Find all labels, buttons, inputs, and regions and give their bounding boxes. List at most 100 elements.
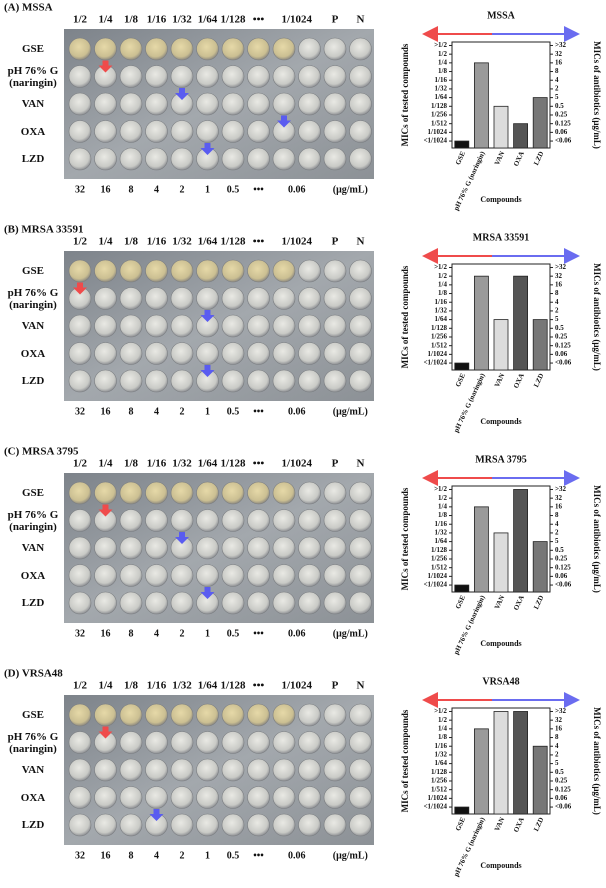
y2-tick-label: <0.06 [555,137,572,145]
y2-tick-label: 0.25 [555,555,568,563]
well [145,342,168,365]
y-tick-label: 1/256 [431,555,447,563]
well [94,342,117,365]
well [349,758,372,782]
row-label: GSE [21,709,44,721]
concentration-label: 4 [154,406,159,417]
well [247,120,270,143]
well [170,314,194,338]
well [119,147,143,171]
y-tick-label: 1/16 [435,298,448,306]
well [145,509,168,532]
well [119,536,143,560]
well [94,591,117,615]
well [323,342,347,365]
concentration-label: 16 [101,850,111,861]
y2-tick-label: <0.06 [555,803,572,811]
well [272,314,296,338]
well [272,564,296,587]
well [272,536,296,560]
well [145,591,168,615]
y-tick-label: 1/8 [438,733,447,741]
well [145,703,168,727]
column-header: 1/1024 [281,458,312,470]
row-label: OXA [20,125,46,138]
well [247,37,270,61]
well [298,731,321,754]
y-tick-label: 1/128 [431,768,447,776]
bar [532,97,548,149]
well [119,758,143,782]
well [323,758,347,782]
mic-arrow [277,115,291,128]
well [119,786,143,809]
x-tick-label: GSE [454,150,467,166]
well [94,758,117,782]
column-header: 1/8 [124,236,139,248]
well [298,259,321,283]
well [272,369,296,393]
well [247,65,270,88]
x-tick-label: LZD [532,594,545,610]
y-tick-label: 1/4 [438,724,447,732]
well [349,703,372,727]
y-tick-label: >1/2 [434,485,447,493]
mic-arrow [200,365,215,377]
well [323,481,347,505]
y-tick-label: 1/256 [431,777,447,785]
bar [493,319,509,371]
well [298,786,321,809]
y-tick-label: <1/1024 [424,137,448,145]
well [68,37,92,61]
well [349,120,372,143]
concentration-label: ••• [253,406,264,417]
well [221,703,245,727]
well [221,147,245,171]
y-tick-label: 1/64 [435,315,448,323]
concentration-label: (μg/mL) [333,184,368,195]
row-label: pH 76% G (naringin) [7,286,59,311]
well [272,481,296,505]
bar [493,105,509,149]
y2-tick-label: 5 [555,93,559,101]
column-header: ••• [253,14,265,26]
well [272,758,296,782]
column-header: 1/64 [198,14,218,26]
row-label: VAN [21,98,45,110]
x-tick-label: VAN [493,150,506,166]
well [298,591,321,615]
well [170,65,194,88]
y-tick-label: 1/32 [435,307,448,315]
concentration-label: 1 [205,628,210,639]
well [221,65,245,88]
panel-label: (C) MRSA 3795 [4,446,79,458]
row-label: OXA [20,569,46,582]
well [298,287,321,310]
well [119,481,143,505]
well [221,731,245,754]
well [145,314,168,338]
well [170,259,194,283]
y2-tick-label: 32 [555,716,563,724]
column-header: ••• [253,236,265,248]
well [298,120,321,143]
bar [454,362,470,371]
well [170,147,194,171]
concentration-label: 2 [180,628,185,639]
column-header: 1/16 [147,236,167,248]
well [298,342,321,365]
well [94,287,117,310]
well [349,92,372,116]
concentration-label: 4 [154,184,159,195]
y-axis-title: MICs of tested compounds [400,265,410,368]
well [323,287,347,310]
panel-label: (B) MRSA 33591 [4,224,83,236]
well [272,37,296,61]
well [68,731,92,754]
bar [473,506,489,593]
concentration-label: 1 [205,184,210,195]
well [298,758,321,782]
concentration-label: (μg/mL) [333,628,368,639]
concentration-label: (μg/mL) [333,850,368,861]
